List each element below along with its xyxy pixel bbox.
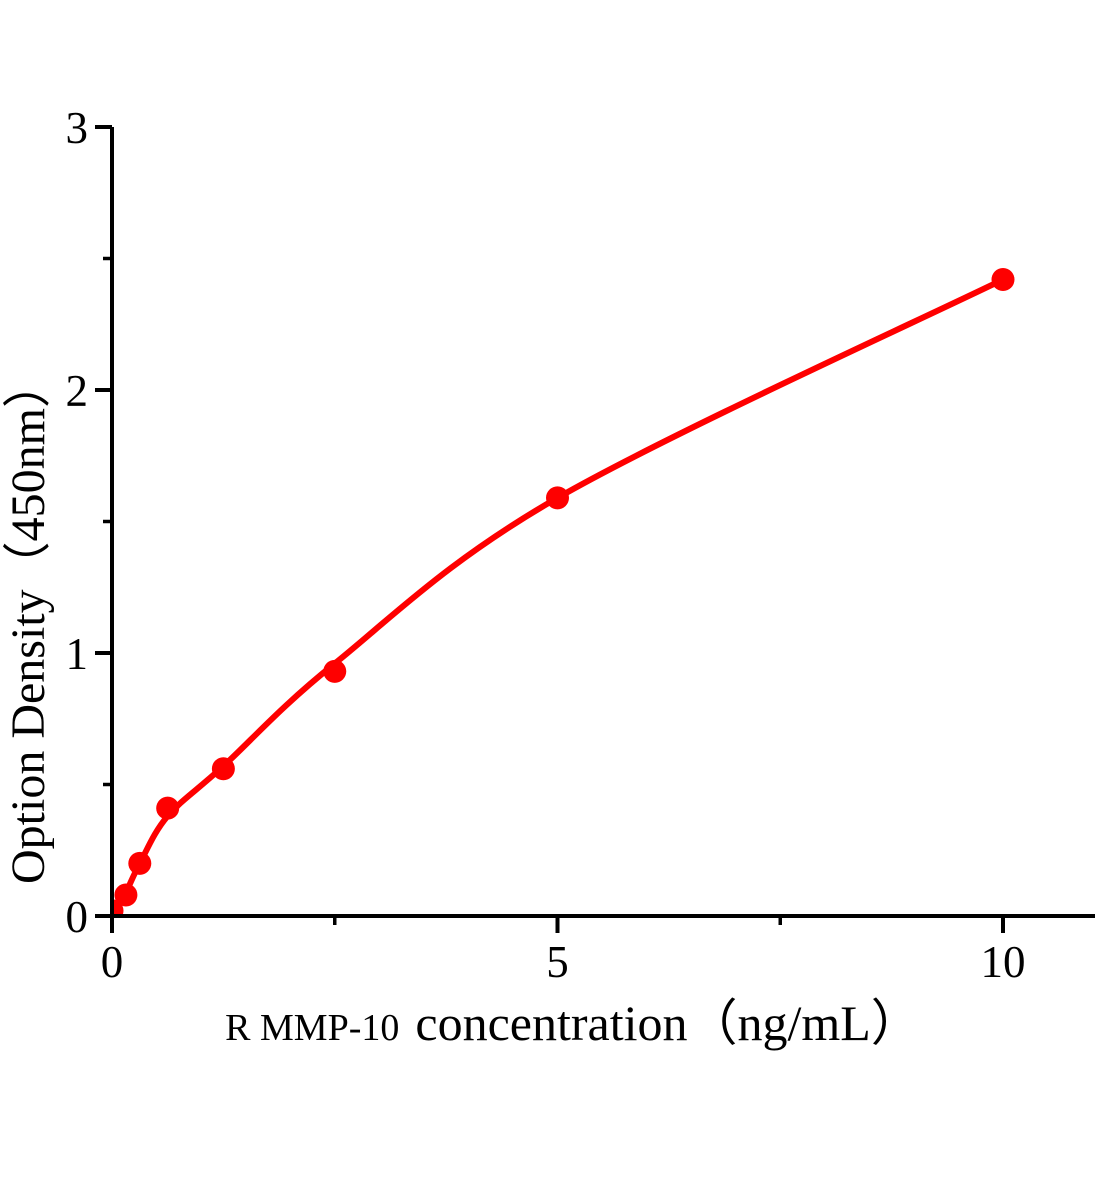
- axes-group: [95, 127, 1095, 933]
- x-tick-label: 0: [101, 937, 124, 987]
- data-point: [991, 268, 1015, 292]
- x-axis-title-main: concentration（ng/mL）: [415, 995, 920, 1051]
- x-tick-label: 5: [546, 937, 569, 987]
- data-point: [323, 659, 347, 683]
- data-point: [114, 883, 138, 907]
- fit-curve: [112, 276, 1006, 916]
- data-point: [211, 757, 235, 781]
- data-point: [156, 796, 180, 820]
- x-tick-label: 10: [981, 937, 1026, 987]
- data-series-group: [112, 268, 1015, 916]
- x-axis-title: R MMP-10 concentration（ng/mL）: [225, 995, 921, 1051]
- ticks-group: 0 5 10 0 1 2 3: [66, 103, 1026, 987]
- y-tick-label: 1: [66, 629, 89, 679]
- y-tick-label: 3: [66, 103, 89, 153]
- data-point: [128, 851, 152, 875]
- y-tick-label: 2: [66, 366, 89, 416]
- y-axis-title: Option Density（450nm）: [2, 360, 55, 884]
- x-axis-title-prefix: R MMP-10: [225, 1007, 399, 1049]
- y-tick-label: 0: [66, 892, 89, 942]
- data-point: [546, 486, 569, 510]
